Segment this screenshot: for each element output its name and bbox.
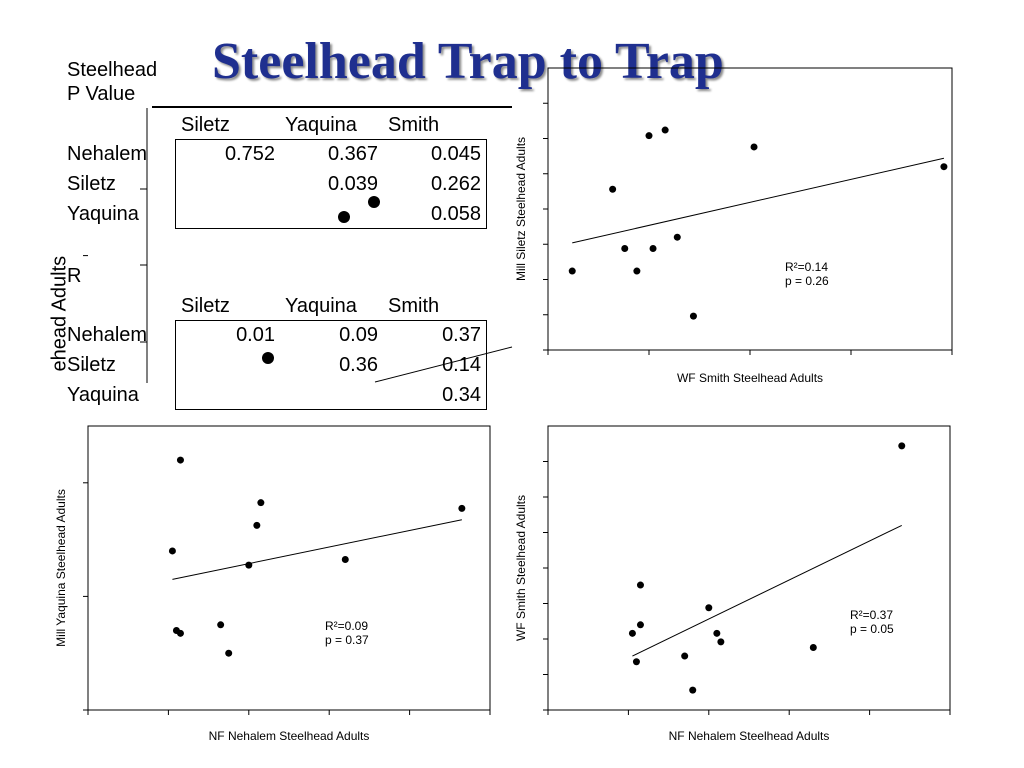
y-axis-label: Mill Yaquina Steelhead Adults [54, 489, 68, 647]
pvalue-row-label: Nehalem [67, 143, 148, 165]
data-point [636, 581, 644, 589]
data-point [245, 561, 253, 569]
slide-title: Steelhead Trap to Trap [212, 33, 724, 90]
data-point [217, 621, 225, 629]
r2-col-siletz: Siletz [181, 295, 230, 317]
data-point [673, 233, 681, 241]
chart-frame [547, 67, 953, 351]
rotated-axis-artifact: ehead Adults [48, 255, 71, 372]
r2-row-label: Siletz [67, 354, 116, 376]
trend-line [172, 519, 462, 580]
r2-col-smith: Smith [388, 295, 440, 317]
pvalue-row-label: Yaquina [67, 203, 139, 225]
artifact-dot [262, 352, 274, 364]
pvalue-table-box [175, 139, 487, 229]
r2-cell: 0.34 [442, 384, 481, 406]
data-point [568, 267, 576, 275]
pvalue-col-smith: Smith [388, 114, 440, 136]
data-point [628, 629, 636, 637]
pvalue-col-siletz: Siletz [181, 114, 230, 136]
r2-cell: 0.01 [236, 324, 275, 346]
r-squared-label: R²=0.09 [325, 619, 368, 633]
r2-heading: R [67, 265, 81, 288]
pvalue-heading: Steelhead P Value [67, 58, 157, 106]
pvalue-cell: 0.058 [430, 203, 481, 225]
data-point [705, 604, 713, 612]
r2-heading-text: R [67, 265, 82, 287]
x-axis-label: WF Smith Steelhead Adults [677, 371, 823, 385]
data-point [176, 456, 184, 464]
x-axis-label: NF Nehalem Steelhead Adults [209, 729, 370, 743]
data-point [257, 499, 265, 507]
r2-table-box [175, 320, 487, 410]
pvalue-cell: 0.752 [224, 143, 275, 165]
data-point [341, 555, 349, 563]
artifact-dot [368, 196, 380, 208]
pvalue-heading-line1: Steelhead [67, 59, 158, 81]
r2-cell: 0.36 [339, 354, 378, 376]
data-point [661, 126, 669, 134]
data-point [609, 185, 617, 193]
r2-row-label: Yaquina [67, 384, 139, 406]
data-point [458, 504, 466, 512]
r-squared-label: R²=0.14 [785, 260, 828, 274]
pvalue-row-label: Siletz [67, 173, 116, 195]
artifact-trend-line [374, 346, 513, 383]
r2-cell: 0.09 [339, 324, 378, 346]
data-point [225, 649, 233, 657]
data-point [176, 629, 184, 637]
pvalue-col-yaquina: Yaquina [285, 114, 357, 136]
data-point [633, 267, 641, 275]
r2-col-yaquina: Yaquina [285, 295, 357, 317]
data-point [809, 644, 817, 652]
data-point [750, 143, 758, 151]
data-point [649, 244, 657, 252]
p-value-label: p = 0.05 [850, 622, 894, 636]
artifact-dot [338, 211, 350, 223]
data-point [940, 163, 948, 171]
p-value-label: p = 0.37 [325, 633, 369, 647]
x-axis-label: NF Nehalem Steelhead Adults [669, 729, 830, 743]
trend-line [572, 157, 945, 244]
pvalue-cell: 0.039 [327, 173, 378, 195]
pvalue-cell: 0.367 [327, 143, 378, 165]
data-point [621, 244, 629, 252]
data-point [713, 629, 721, 637]
r2-row-label: Nehalem [67, 324, 148, 346]
y-axis-label: WF Smith Steelhead Adults [514, 495, 528, 641]
r2-cell: 0.37 [442, 324, 481, 346]
y-axis-label: Mill Siletz Steelhead Adults [514, 137, 528, 281]
data-point [898, 442, 906, 450]
data-point [632, 658, 640, 666]
pvalue-cell: 0.262 [430, 173, 481, 195]
data-point [253, 521, 261, 529]
r-squared-label: R²=0.37 [850, 608, 893, 622]
data-point [645, 132, 653, 140]
pvalue-heading-line2: P Value [67, 83, 136, 105]
trend-line [632, 524, 902, 657]
data-point [689, 312, 697, 320]
data-point [168, 547, 176, 555]
chart-frame [547, 425, 951, 711]
data-point [717, 638, 725, 646]
data-point [681, 652, 689, 660]
pvalue-top-rule [152, 106, 512, 108]
r2-cell: 0.14 [442, 354, 481, 376]
pvalue-cell: 0.045 [430, 143, 481, 165]
data-point [689, 686, 697, 694]
chart-frame [87, 425, 491, 711]
data-point [636, 621, 644, 629]
p-value-label: p = 0.26 [785, 274, 829, 288]
